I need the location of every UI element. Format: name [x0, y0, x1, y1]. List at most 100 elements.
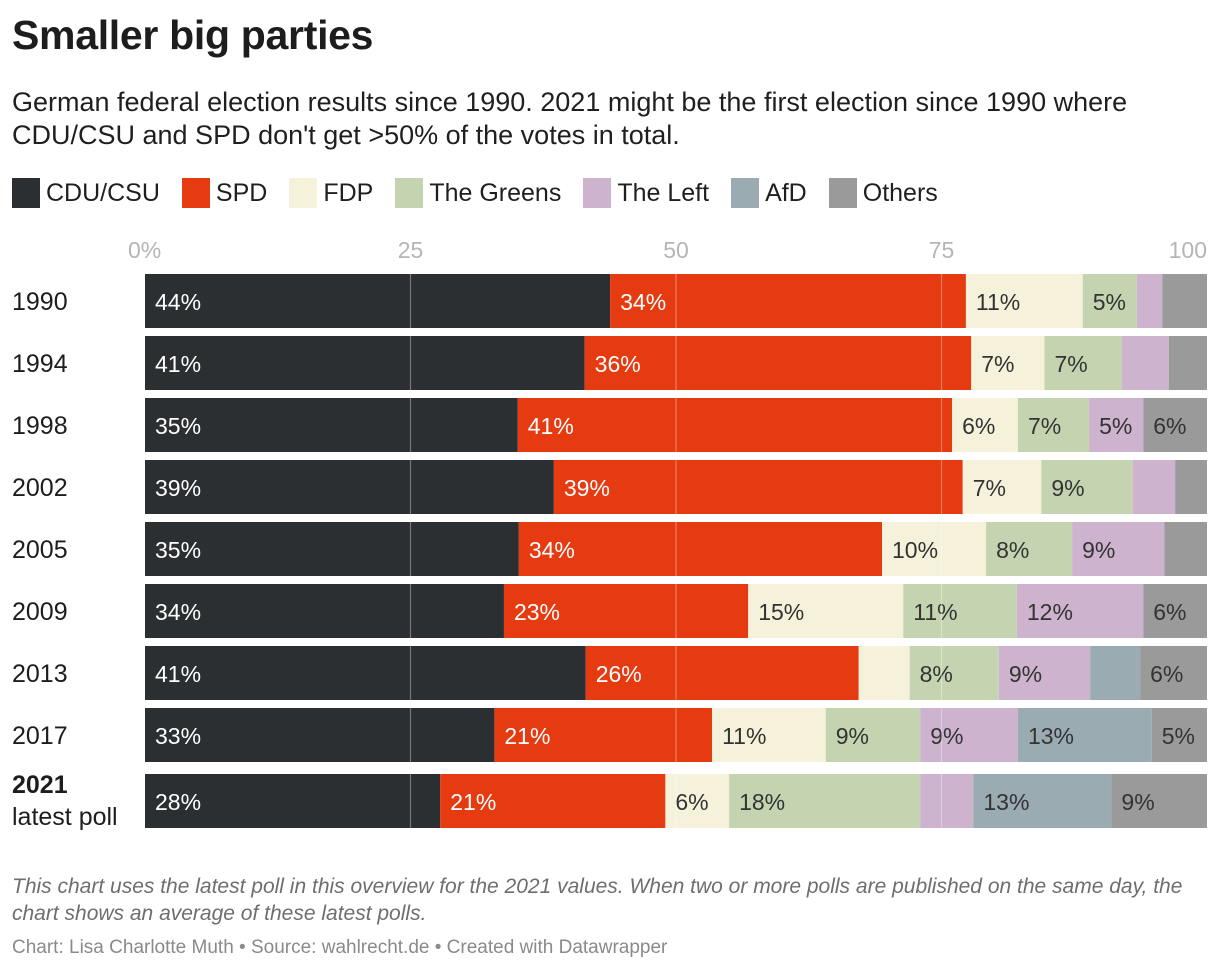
legend-label: AfD	[765, 178, 807, 207]
category-sublabel: latest poll	[12, 803, 118, 831]
bar-value-label: 9%	[1121, 789, 1154, 815]
bar-segment	[518, 522, 883, 576]
bar-segment	[145, 708, 495, 762]
legend-label: The Left	[617, 178, 710, 207]
category-label: 2005	[12, 536, 68, 564]
legend-swatch	[583, 178, 612, 208]
bar-segment	[858, 646, 910, 700]
legend-label: The Greens	[429, 178, 562, 207]
legend-item: The Left	[583, 178, 709, 208]
bar-value-label: 21%	[504, 723, 550, 749]
bar-segment	[503, 584, 749, 638]
bar-segment	[1143, 584, 1207, 638]
category-label: 2002	[12, 474, 68, 502]
bar-segment	[1151, 708, 1207, 762]
bar-value-label: 13%	[1028, 723, 1074, 749]
bar-segment	[145, 336, 585, 390]
bar-segment	[882, 522, 987, 576]
bar-segment	[553, 460, 963, 514]
bar-value-label: 39%	[155, 475, 201, 501]
bar-value-label: 18%	[739, 789, 785, 815]
bar-value-label: 5%	[1099, 413, 1132, 439]
category-label: 1990	[12, 288, 68, 316]
category-label: 2013	[12, 660, 68, 688]
bar-segment	[986, 522, 1073, 576]
bar-value-label: 39%	[564, 475, 610, 501]
category-label: 2009	[12, 598, 68, 626]
category-label: 2021	[12, 771, 68, 799]
bar-segment	[729, 774, 921, 828]
bar-segment	[584, 336, 972, 390]
bar-segment	[998, 646, 1091, 700]
bar-segment	[825, 708, 921, 762]
bar-value-label: 28%	[155, 789, 201, 815]
bar-segment	[1111, 774, 1207, 828]
legend-label: Others	[862, 178, 938, 207]
category-label: 1994	[12, 350, 68, 378]
bar-segment	[1122, 336, 1169, 390]
bar-segment	[1017, 708, 1152, 762]
bar-segment	[1017, 398, 1090, 452]
bar-segment	[145, 522, 519, 576]
x-tick-label: 100	[1169, 237, 1207, 263]
bar-segment	[1132, 460, 1176, 514]
legend-label: CDU/CSU	[46, 178, 160, 207]
bar-segment	[748, 584, 904, 638]
bar-value-label: 41%	[155, 351, 201, 377]
stacked-bar-chart: 0% 25 50 75 100 44% 34% 11% 5% 1990 41% 36% 7% 7% 1994…	[12, 237, 1207, 831]
bar-value-label: 9%	[1009, 661, 1042, 687]
legend-label: SPD	[215, 178, 268, 207]
bar-value-label: 6%	[1150, 661, 1183, 687]
bar-segment	[1140, 646, 1207, 700]
bar-segment	[1016, 584, 1144, 638]
x-tick-label: 25	[398, 237, 424, 263]
bar-value-label: 11%	[976, 289, 1020, 315]
bar-segment	[920, 774, 974, 828]
bar-segment	[965, 274, 1083, 328]
bar-value-label: 26%	[596, 661, 642, 687]
chart-footnote: This chart uses the latest poll in this …	[12, 875, 1183, 925]
bar-value-label: 35%	[155, 537, 201, 563]
bar-segment	[145, 460, 554, 514]
bar-segment	[145, 398, 518, 452]
bar-value-label: 8%	[920, 661, 953, 687]
bar-value-label: 21%	[450, 789, 496, 815]
legend-label: FDP	[323, 178, 374, 207]
bar-segment	[1143, 398, 1207, 452]
x-tick-label: 0%	[128, 237, 161, 263]
legend-item: SPD	[181, 178, 268, 208]
bar-segment	[585, 646, 859, 700]
bar-segment	[909, 646, 999, 700]
bar-segment	[145, 274, 611, 328]
legend-swatch	[12, 178, 40, 208]
bar-value-label: 5%	[1093, 289, 1126, 315]
legend-swatch	[181, 178, 210, 208]
bar-value-label: 23%	[514, 599, 560, 625]
bar-segment	[1090, 646, 1141, 700]
bar-segment	[903, 584, 1017, 638]
bar-segment	[1082, 274, 1137, 328]
category-label: 2017	[12, 722, 68, 750]
bar-segment	[610, 274, 966, 328]
bar-segment	[1162, 274, 1207, 328]
bar-segment	[971, 336, 1045, 390]
bar-segment	[1072, 522, 1165, 576]
bar-segment	[973, 774, 1112, 828]
bar-value-label: 36%	[595, 351, 641, 377]
bar-segment	[1041, 460, 1133, 514]
category-label: 1998	[12, 412, 68, 440]
bar-segment	[1168, 336, 1207, 390]
bar-value-label: 13%	[983, 789, 1029, 815]
bar-segment	[1044, 336, 1123, 390]
bar-value-label: 34%	[155, 599, 201, 625]
bar-value-label: 41%	[155, 661, 201, 687]
bar-segment	[145, 774, 441, 828]
legend-item: AfD	[731, 178, 807, 208]
bar-value-label: 41%	[528, 413, 574, 439]
bar-value-label: 12%	[1027, 599, 1073, 625]
bar-value-label: 6%	[962, 413, 995, 439]
chart-credits: Chart: Lisa Charlotte Muth • Source: wah…	[12, 937, 668, 958]
bar-segment	[1164, 522, 1207, 576]
bar-value-label: 9%	[1082, 537, 1115, 563]
bar-segment	[145, 584, 504, 638]
